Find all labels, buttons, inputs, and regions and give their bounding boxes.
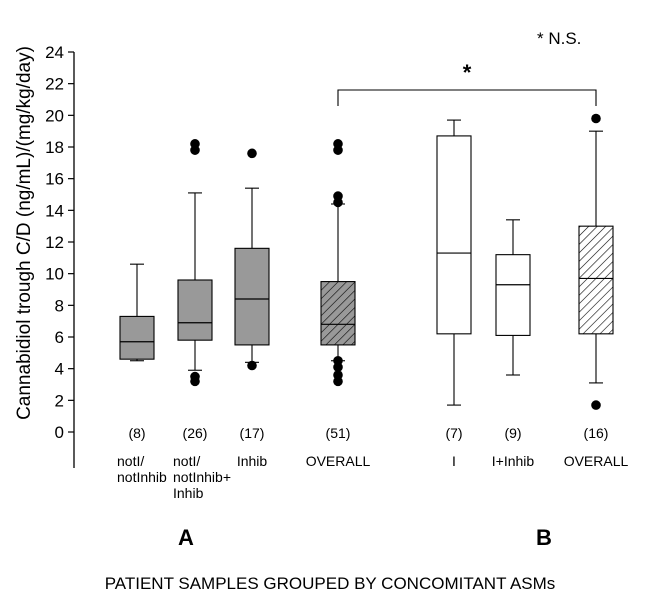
box-iqr — [578, 225, 614, 335]
outlier-point — [591, 400, 601, 410]
y-tick-label: 2 — [55, 391, 64, 410]
group-label: B — [536, 525, 552, 550]
box-iqr — [234, 247, 270, 346]
category-label: notI/ — [173, 453, 200, 469]
box-group: (17) Inhib — [234, 148, 270, 469]
category-label: notI/ — [117, 453, 144, 469]
sample-size-label: (7) — [445, 425, 462, 441]
y-tick-label: 6 — [55, 328, 64, 347]
sample-size-label: (16) — [584, 425, 609, 441]
outlier-point — [333, 191, 343, 201]
outlier-point — [190, 371, 200, 382]
y-tick-label: 20 — [45, 106, 64, 125]
category-label: Inhib — [237, 453, 268, 469]
y-tick-label: 14 — [45, 201, 64, 220]
outlier-point — [333, 139, 343, 149]
box-iqr — [119, 315, 155, 360]
y-tick-label: 24 — [45, 43, 64, 62]
category-label: OVERALL — [306, 453, 371, 469]
box-iqr — [320, 281, 356, 346]
category-label: notInhib — [117, 469, 167, 485]
box-group: (51) OVERALL — [306, 139, 371, 469]
category-label: I — [452, 453, 456, 469]
significance-marker: * — [463, 60, 472, 85]
sample-size-label: (51) — [326, 425, 351, 441]
outlier-point — [247, 360, 257, 371]
sample-size-label: (26) — [183, 425, 208, 441]
box-iqr — [177, 279, 213, 341]
y-tick-label: 18 — [45, 138, 64, 157]
box-group: (16) OVERALL — [564, 113, 629, 469]
category-label: Inhib — [173, 485, 204, 501]
plot-area: (8)notI/notInhib(26)notI/notInhib+Inhib(… — [117, 60, 629, 550]
box-iqr — [495, 254, 531, 336]
group-label: A — [178, 525, 194, 550]
category-label: notInhib+ — [173, 469, 231, 485]
significance-note: * N.S. — [537, 29, 581, 48]
outlier-point — [333, 355, 343, 366]
y-tick-label: 4 — [55, 360, 64, 379]
category-label: OVERALL — [564, 453, 629, 469]
outlier-point — [591, 113, 601, 124]
y-tick-label: 8 — [55, 296, 64, 315]
y-tick-label: 22 — [45, 75, 64, 94]
y-tick-label: 10 — [45, 265, 64, 284]
sample-size-label: (17) — [240, 425, 265, 441]
box-group: (9) I+Inhib — [492, 219, 535, 469]
significance-bracket — [337, 89, 597, 106]
x-axis-title: PATIENT SAMPLES GROUPED BY CONCOMITANT A… — [105, 574, 556, 593]
y-tick-label: 12 — [45, 233, 64, 252]
y-tick-label: 16 — [45, 170, 64, 189]
box-iqr — [436, 135, 472, 335]
outlier-point — [190, 139, 200, 149]
box-group: (7) I — [436, 119, 472, 469]
box-group: (8) notI/notInhib — [117, 263, 167, 485]
box-group: (26) notI/notInhib+Inhib — [173, 139, 231, 501]
outlier-point — [247, 148, 257, 159]
y-tick-label: 0 — [55, 423, 64, 442]
sample-size-label: (8) — [128, 425, 145, 441]
sample-size-label: (9) — [504, 425, 521, 441]
category-label: I+Inhib — [492, 453, 535, 469]
outlier-point — [333, 370, 343, 380]
y-axis-title: Cannabidiol trough C/D (ng/mL)/(mg/kg/da… — [14, 46, 35, 420]
